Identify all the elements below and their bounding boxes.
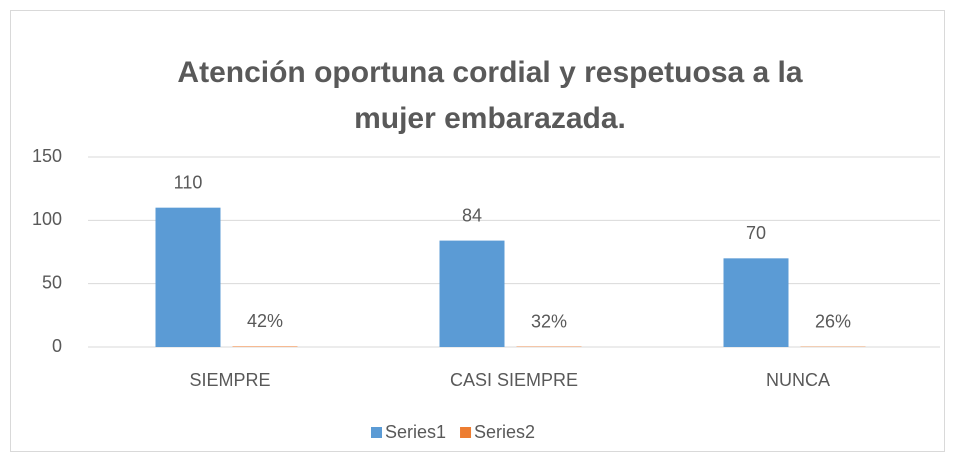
data-label: 32% [531, 311, 567, 331]
legend-swatch [460, 427, 472, 438]
bar [155, 207, 221, 347]
legend-label: Series1 [385, 422, 446, 442]
bar [232, 346, 298, 347]
x-tick-label: SIEMPRE [189, 370, 270, 390]
y-tick-label: 100 [32, 209, 62, 229]
legend-swatch [371, 427, 382, 438]
bar [723, 258, 789, 347]
data-label: 42% [247, 311, 283, 331]
data-label: 70 [746, 223, 766, 243]
bar [439, 240, 505, 347]
x-tick-label: NUNCA [766, 370, 830, 390]
data-label: 26% [815, 311, 851, 331]
data-label: 110 [174, 172, 203, 192]
y-tick-label: 0 [52, 336, 62, 356]
y-tick-label: 50 [42, 272, 62, 292]
y-tick-label: 150 [32, 146, 62, 166]
legend-label: Series2 [474, 422, 535, 442]
x-tick-label: CASI SIEMPRE [450, 370, 578, 390]
data-label: 84 [462, 205, 482, 225]
chart-title: Atención oportuna cordial y respetuosa a… [177, 56, 803, 135]
